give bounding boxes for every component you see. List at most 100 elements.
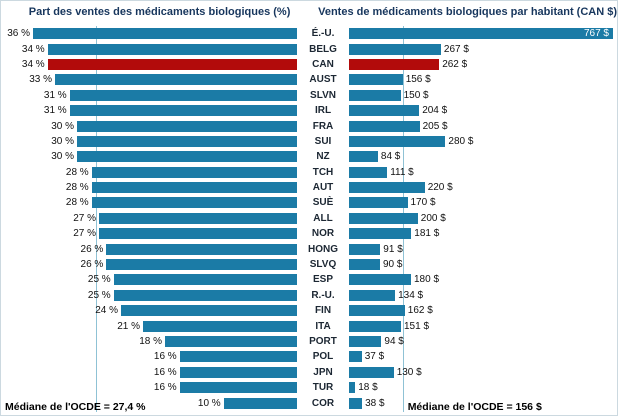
right-bar [349,58,440,70]
left-bar [91,166,297,178]
right-bar [349,305,405,317]
country-label: PORT [309,336,337,347]
right-bar-cell: 267 $ [349,43,615,55]
right-bar [349,289,396,301]
right-bar [349,336,382,347]
right-bar [349,89,401,101]
right-bar [349,274,411,286]
country-label: SUÈ [312,197,334,209]
left-value-label: 10 % [197,397,221,409]
right-bar [349,182,425,194]
country-label: NOR [311,228,335,240]
right-value-label: 91 $ [383,243,403,255]
right-value-label: 18 $ [358,382,378,394]
right-value-label: 84 $ [380,151,401,163]
left-bar-cell: 25 % [5,274,297,286]
left-value-label: 27 % [73,228,96,240]
left-bar-cell: 18 % [5,336,297,347]
right-bar-cell: 156 $ [349,74,615,86]
country-row: 30 % SUI 280 $ [5,134,615,149]
country-row: 21 % ITA 151 $ [5,318,615,333]
right-bar-cell: 180 $ [349,274,615,286]
country-row: 25 % ESP 180 $ [5,272,615,287]
right-bar [349,74,403,86]
right-value-label: 130 $ [396,366,422,378]
left-value-label: 28 % [65,182,89,194]
left-bar [165,336,297,347]
country-label: IRL [314,105,332,117]
right-value-label: 94 $ [384,336,404,347]
left-bar-cell: 30 % [5,120,297,132]
country-label: JPN [313,366,333,378]
left-bar-cell: 30 % [5,151,297,163]
right-value-label: 38 $ [365,397,385,409]
country-label: CAN [312,58,334,70]
left-bar-cell: 28 % [5,182,297,194]
left-value-label: 16 % [153,351,177,363]
left-value-label: 25 % [87,274,111,286]
left-value-label: 25 % [87,289,111,301]
right-bar-cell: 200 $ [349,212,615,224]
left-value-label: 27 % [73,212,96,224]
left-value-label: 28 % [65,197,89,209]
right-bar [349,320,401,332]
right-value-label: 267 $ [443,43,469,55]
left-bar [47,43,297,55]
left-value-label: 26 % [80,243,104,255]
right-value-label: 156 $ [405,74,431,86]
right-bar-cell: 262 $ [349,58,615,70]
left-bar [99,212,297,224]
left-value-label: 21 % [117,320,140,332]
country-label: É.-U. [311,28,335,40]
country-label: BELG [309,43,337,55]
right-value-label: 280 $ [448,135,474,147]
chart-titles: Part des ventes des médicaments biologiq… [1,6,617,18]
left-value-label: 16 % [153,382,177,394]
country-row: 16 % TUR 18 $ [5,380,615,395]
left-median-label: Médiane de l'OCDE = 27,4 % [5,401,146,413]
country-row: 25 % R.-U. 134 $ [5,288,615,303]
right-bar [349,166,388,178]
right-bar-cell: 767 $ [349,28,615,40]
right-median-label: Médiane de l'OCDE = 156 $ [407,401,542,413]
right-value-label: 111 $ [390,166,414,178]
right-bar [349,197,408,209]
right-bar: 767 $ [349,28,613,40]
right-value-label: 37 $ [364,351,385,363]
left-bar [179,382,297,394]
left-bar [121,305,297,317]
right-value-label: 220 $ [427,182,453,194]
left-bar-cell: 31 % [5,89,297,101]
left-bar [77,120,297,132]
left-bar [91,182,297,194]
country-row: 31 % SLVN 150 $ [5,88,615,103]
left-value-label: 34 % [21,58,45,70]
right-bar [349,120,420,132]
left-bar-cell: 24 % [5,305,297,317]
country-label: AUT [312,182,334,194]
right-bar [349,259,380,271]
left-value-label: 31 % [43,105,67,117]
left-value-label: 30 % [51,151,74,163]
right-value-label: 767 $ [583,28,609,40]
country-label: HONG [308,243,338,255]
left-bar [179,366,297,378]
left-value-label: 31 % [43,89,67,101]
country-label: NZ [316,151,330,163]
left-value-label: 36 % [7,28,30,40]
left-bar-cell: 16 % [5,382,297,394]
right-bar-cell: 38 $ [349,397,615,409]
right-value-label: 205 $ [422,120,448,132]
right-bar [349,397,363,409]
right-bar-cell: 150 $ [349,89,615,101]
country-label: SUI [314,135,332,147]
right-bar-cell: 90 $ [349,259,615,271]
right-bar-cell: 204 $ [349,105,615,117]
right-bar-cell: 151 $ [349,320,615,332]
left-bar [69,89,297,101]
left-bar-cell: 16 % [5,366,297,378]
country-row: 24 % FIN 162 $ [5,303,615,318]
left-bar-cell: 36 % [5,28,297,40]
left-bar [77,135,297,147]
